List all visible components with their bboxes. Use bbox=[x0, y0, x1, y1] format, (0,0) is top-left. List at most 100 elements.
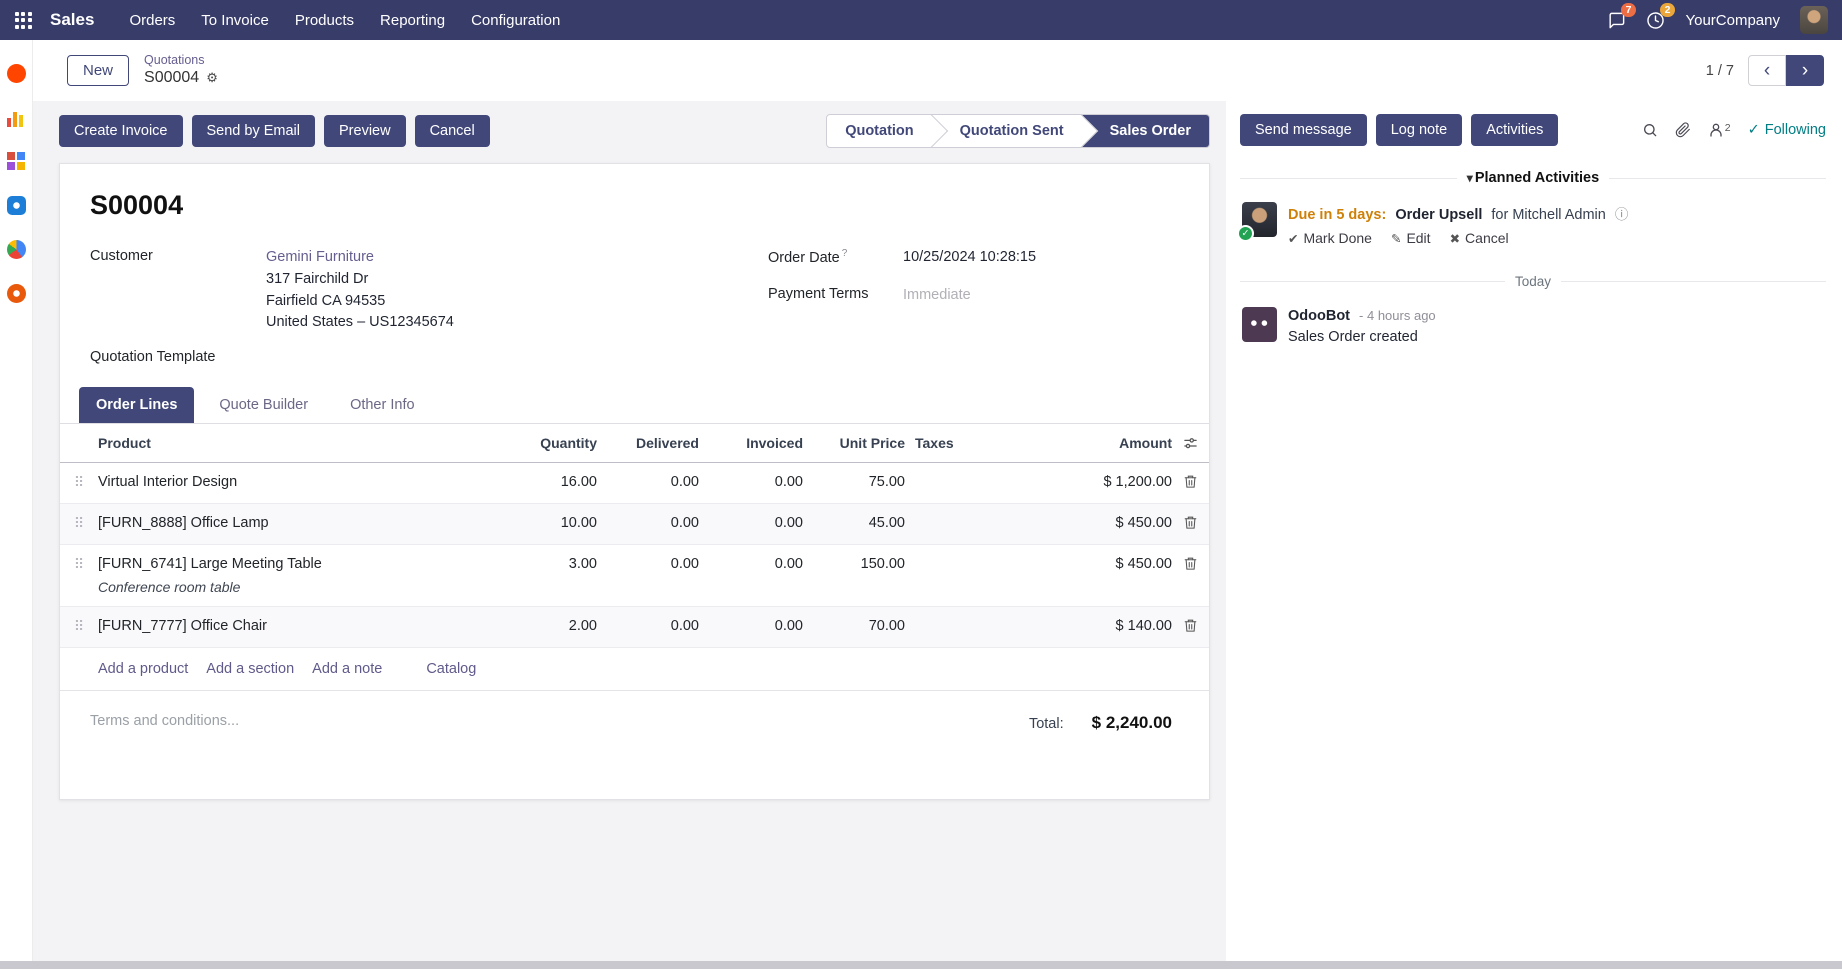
cell-product[interactable]: Virtual Interior Design bbox=[98, 474, 238, 491]
tab-other-info[interactable]: Other Info bbox=[350, 397, 415, 414]
cell-unit-price[interactable]: 75.00 bbox=[868, 474, 905, 491]
app-brand[interactable]: Sales bbox=[50, 10, 95, 29]
drag-handle-icon[interactable]: ⠿ bbox=[73, 556, 85, 573]
customer-name-link[interactable]: Gemini Furniture bbox=[266, 249, 374, 266]
log-note-button[interactable]: Log note bbox=[1375, 114, 1463, 147]
cell-product[interactable]: [FURN_8888] Office Lamp bbox=[98, 515, 269, 532]
delete-row-icon[interactable] bbox=[1172, 607, 1209, 644]
menu-to-invoice[interactable]: To Invoice bbox=[201, 11, 269, 29]
dock-bar-chart-icon[interactable] bbox=[6, 108, 26, 127]
edit-activity-link[interactable]: ✎ Edit bbox=[1390, 230, 1431, 247]
new-button[interactable]: New bbox=[67, 55, 130, 87]
table-header-row: Product Quantity Delivered Invoiced Unit… bbox=[60, 424, 1209, 464]
search-messages-icon[interactable] bbox=[1642, 122, 1658, 138]
cell-invoiced[interactable]: 0.00 bbox=[774, 618, 803, 635]
cell-taxes[interactable] bbox=[905, 463, 1065, 485]
cell-taxes[interactable] bbox=[905, 504, 1065, 526]
activities-button[interactable]: Activities bbox=[1471, 114, 1559, 147]
delete-row-icon[interactable] bbox=[1172, 545, 1209, 582]
horizontal-scrollbar[interactable] bbox=[0, 961, 1842, 969]
table-row[interactable]: ⠿ [FURN_6741] Large Meeting Table Confere… bbox=[60, 545, 1209, 608]
attachments-paperclip-icon[interactable] bbox=[1675, 122, 1691, 138]
activity-info-icon[interactable]: ⓘ bbox=[1614, 207, 1629, 223]
table-footer-links: Add a product Add a section Add a note C… bbox=[60, 648, 1209, 692]
cell-delivered[interactable]: 0.00 bbox=[670, 556, 699, 573]
tab-order-lines[interactable]: Order Lines bbox=[79, 387, 195, 424]
menu-orders[interactable]: Orders bbox=[129, 11, 176, 29]
table-row[interactable]: ⠿ Virtual Interior Design 16.00 0.00 0.0… bbox=[60, 463, 1209, 505]
status-step-sales-order[interactable]: Sales Order bbox=[1081, 115, 1209, 148]
dock-color-grid-icon[interactable] bbox=[6, 152, 26, 171]
cell-product[interactable]: [FURN_7777] Office Chair bbox=[98, 618, 267, 635]
delete-row-icon[interactable] bbox=[1172, 463, 1209, 500]
order-date-help-icon[interactable]: ? bbox=[841, 248, 848, 260]
user-avatar[interactable] bbox=[1800, 6, 1828, 34]
drag-handle-icon[interactable]: ⠿ bbox=[73, 618, 85, 635]
add-a-note-link[interactable]: Add a note bbox=[312, 661, 383, 678]
pager-next-button[interactable]: › bbox=[1786, 55, 1824, 87]
status-step-quotation-sent[interactable]: Quotation Sent bbox=[932, 115, 1082, 147]
create-invoice-button[interactable]: Create Invoice bbox=[59, 115, 183, 148]
preview-button[interactable]: Preview bbox=[324, 115, 406, 148]
cell-quantity[interactable]: 16.00 bbox=[560, 474, 597, 491]
messages-icon[interactable]: 7 bbox=[1607, 2, 1637, 30]
dock-blue-app-icon[interactable] bbox=[6, 196, 26, 215]
company-switcher[interactable]: YourCompany bbox=[1685, 11, 1780, 29]
apps-grid-icon[interactable] bbox=[8, 5, 38, 35]
activities-clock-icon[interactable]: 2 bbox=[1646, 2, 1676, 30]
cell-invoiced[interactable]: 0.00 bbox=[774, 474, 803, 491]
cell-amount[interactable]: $ 450.00 bbox=[1115, 515, 1172, 532]
menu-configuration[interactable]: Configuration bbox=[471, 11, 561, 29]
cell-product[interactable]: [FURN_6741] Large Meeting Table Conferenc… bbox=[98, 556, 322, 596]
cell-unit-price[interactable]: 70.00 bbox=[868, 618, 905, 635]
drag-handle-icon[interactable]: ⠿ bbox=[73, 474, 85, 491]
cancel-activity-link[interactable]: ✖ Cancel bbox=[1449, 230, 1509, 247]
cancel-button[interactable]: Cancel bbox=[414, 115, 490, 148]
cell-taxes[interactable] bbox=[905, 607, 1065, 629]
cell-invoiced[interactable]: 0.00 bbox=[774, 515, 803, 532]
table-row[interactable]: ⠿ [FURN_8888] Office Lamp 10.00 0.00 0.0… bbox=[60, 504, 1209, 546]
message-author[interactable]: OdooBot bbox=[1288, 308, 1351, 325]
optional-columns-icon[interactable] bbox=[1172, 425, 1209, 462]
cell-delivered[interactable]: 0.00 bbox=[670, 474, 699, 491]
dock-orange-circle-icon[interactable] bbox=[6, 64, 26, 83]
cell-amount[interactable]: $ 140.00 bbox=[1115, 618, 1172, 635]
add-a-section-link[interactable]: Add a section bbox=[206, 661, 295, 678]
delete-row-icon[interactable] bbox=[1172, 504, 1209, 541]
cell-taxes[interactable] bbox=[905, 545, 1065, 567]
payment-terms-field[interactable]: Immediate bbox=[903, 286, 971, 303]
followers-icon[interactable]: 2 bbox=[1708, 122, 1731, 138]
cross-icon: ✖ bbox=[1449, 231, 1461, 246]
cell-unit-price[interactable]: 45.00 bbox=[868, 515, 905, 532]
drag-handle-icon[interactable]: ⠿ bbox=[73, 515, 85, 532]
catalog-link[interactable]: Catalog bbox=[426, 661, 477, 678]
cell-unit-price[interactable]: 150.00 bbox=[860, 556, 905, 573]
send-by-email-button[interactable]: Send by Email bbox=[191, 115, 315, 148]
cell-delivered[interactable]: 0.00 bbox=[670, 515, 699, 532]
cell-amount[interactable]: $ 450.00 bbox=[1115, 556, 1172, 573]
menu-reporting[interactable]: Reporting bbox=[380, 11, 446, 29]
menu-products[interactable]: Products bbox=[294, 11, 355, 29]
planned-activities-toggle[interactable]: ▾ Planned Activities bbox=[1466, 170, 1600, 187]
pager-previous-button[interactable]: ‹ bbox=[1748, 55, 1786, 87]
dock-pie-chart-icon[interactable] bbox=[6, 240, 26, 259]
breadcrumb-quotations-link[interactable]: Quotations bbox=[144, 53, 205, 67]
record-gear-icon[interactable]: ⚙ bbox=[206, 70, 218, 86]
add-a-product-link[interactable]: Add a product bbox=[98, 661, 189, 678]
dock-orange-gear-icon[interactable] bbox=[6, 284, 26, 303]
table-row[interactable]: ⠿ [FURN_7777] Office Chair 2.00 0.00 0.0… bbox=[60, 607, 1209, 649]
cell-invoiced[interactable]: 0.00 bbox=[774, 556, 803, 573]
status-step-quotation[interactable]: Quotation bbox=[827, 115, 931, 147]
tab-quote-builder[interactable]: Quote Builder bbox=[219, 397, 309, 414]
order-date-field[interactable]: 10/25/2024 10:28:15 bbox=[903, 249, 1037, 266]
activity-due-text: Due in 5 days: bbox=[1288, 207, 1387, 224]
cell-quantity[interactable]: 10.00 bbox=[560, 515, 597, 532]
cell-delivered[interactable]: 0.00 bbox=[670, 618, 699, 635]
send-message-button[interactable]: Send message bbox=[1240, 114, 1367, 147]
mark-done-link[interactable]: ✔ Mark Done bbox=[1288, 230, 1372, 247]
following-toggle[interactable]: ✓ Following bbox=[1747, 122, 1826, 139]
cell-quantity[interactable]: 3.00 bbox=[568, 556, 597, 573]
cell-amount[interactable]: $ 1,200.00 bbox=[1103, 474, 1172, 491]
terms-and-conditions-field[interactable]: Terms and conditions... bbox=[90, 713, 240, 730]
cell-quantity[interactable]: 2.00 bbox=[568, 618, 597, 635]
